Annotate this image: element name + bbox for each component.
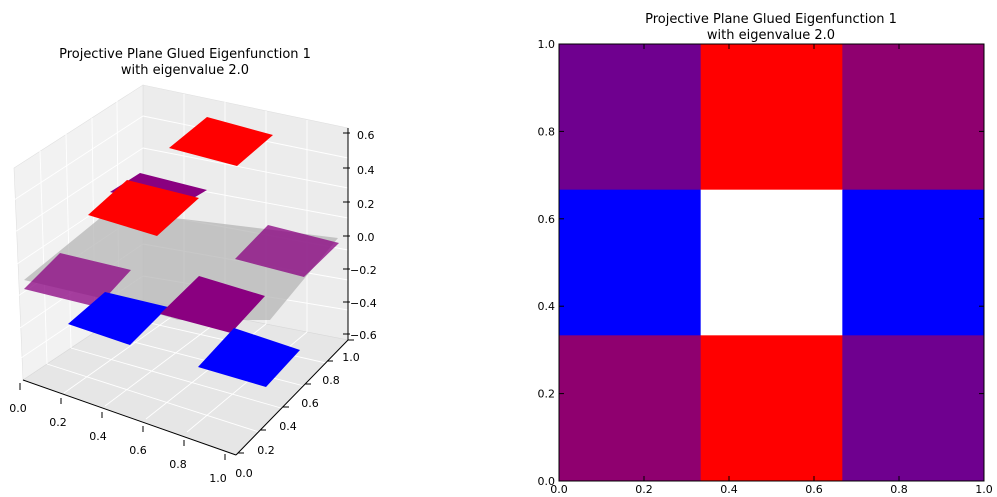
surface-patch-red-top	[169, 117, 273, 166]
heatmap-y-ticks: 0.0 0.2 0.4 0.6 0.8 1.0	[538, 38, 984, 488]
heatmap-x-tick-label-1: 0.2	[635, 483, 653, 496]
x-tick-label-1: 0.2	[49, 416, 67, 429]
z-tick-label-2: 0.2	[357, 198, 375, 211]
heatmap-cell-r1-c2	[842, 189, 985, 336]
z-tick-label-5: −0.4	[350, 297, 377, 310]
x-tick-label-3: 0.6	[129, 444, 147, 457]
heatmap-cell-r0-c1	[700, 44, 843, 191]
surface-patch-blue-left	[68, 292, 168, 345]
heatmap-cells	[559, 44, 985, 482]
heatmap-y-tick-label-1: 0.2	[538, 388, 556, 401]
heatmap-x-tick-label-0: 0.0	[550, 483, 568, 496]
z-tick-label-0: 0.6	[357, 129, 375, 142]
y-axis-ticks: 0.0 0.2 0.4 0.6 0.8 1.0	[235, 339, 360, 480]
heatmap-cell-r0-c2	[842, 44, 985, 191]
heatmap-y-tick-label-5: 1.0	[538, 38, 556, 51]
x-tick-label-2: 0.4	[89, 430, 107, 443]
heatmap-cell-r1-c0	[559, 189, 702, 336]
z-tick-label-6: −0.6	[350, 329, 377, 342]
y-tick-label-4: 0.8	[322, 374, 340, 387]
heatmap-y-tick-label-2: 0.4	[538, 300, 556, 313]
surface-patch-red-middle	[88, 180, 199, 236]
left-chart-title-line1: Projective Plane Glued Eigenfunction 1	[59, 47, 311, 62]
z-tick-label-4: −0.2	[350, 264, 377, 277]
left-chart-title-line2: with eigenvalue 2.0	[121, 63, 249, 78]
heatmap-x-tick-label-2: 0.4	[720, 483, 738, 496]
heatmap-cell-r2-c0	[559, 335, 702, 482]
y-axis-line	[235, 339, 349, 456]
x-axis-ticks: 0.0 0.2 0.4 0.6 0.8 1.0	[9, 383, 227, 485]
y-tick-label-2: 0.4	[279, 420, 297, 433]
heatmap-x-tick-label-3: 0.6	[805, 483, 823, 496]
x-tick-label-0: 0.0	[9, 402, 27, 415]
x-axis-line	[22, 379, 237, 456]
heatmap-plot: Projective Plane Glued Eigenfunction 1 w…	[538, 12, 993, 496]
heatmap-y-tick-label-4: 0.8	[538, 125, 556, 138]
y-tick-label-0: 0.0	[235, 467, 253, 480]
x-tick-label-5: 1.0	[209, 472, 227, 485]
heatmap-cell-r2-c1	[700, 335, 843, 482]
heatmap-x-ticks: 0.0 0.2 0.4 0.6 0.8 1.0	[550, 44, 993, 496]
y-tick-label-1: 0.2	[257, 444, 275, 457]
surface-patch-blue-right	[198, 328, 300, 387]
y-tick-label-3: 0.6	[301, 397, 319, 410]
heatmap-cell-r2-c2	[842, 335, 985, 482]
surface-patch-purple-right	[235, 225, 339, 277]
heatmap-y-tick-label-0: 0.0	[538, 475, 556, 488]
z-tick-label-3: 0.0	[357, 231, 375, 244]
heatmap-cell-r1-c1	[700, 189, 843, 336]
right-chart-title-line1: Projective Plane Glued Eigenfunction 1	[645, 12, 897, 27]
surface-3d-plot: Projective Plane Glued Eigenfunction 1 w…	[9, 47, 376, 485]
heatmap-frame	[558, 43, 985, 482]
z-tick-label-1: 0.4	[357, 164, 375, 177]
right-chart-title-line2: with eigenvalue 2.0	[707, 28, 835, 43]
surface-patch-purple-center	[160, 276, 265, 333]
heatmap-cell-r0-c0	[559, 44, 702, 191]
heatmap-x-tick-label-5: 1.0	[975, 483, 993, 496]
y-tick-label-5: 1.0	[342, 351, 360, 364]
x-tick-label-4: 0.8	[169, 458, 187, 471]
heatmap-y-tick-label-3: 0.6	[538, 213, 556, 226]
z-axis-ticks: 0.6 0.4 0.2 0.0 −0.2 −0.4 −0.6	[343, 129, 377, 342]
heatmap-x-tick-label-4: 0.8	[890, 483, 908, 496]
